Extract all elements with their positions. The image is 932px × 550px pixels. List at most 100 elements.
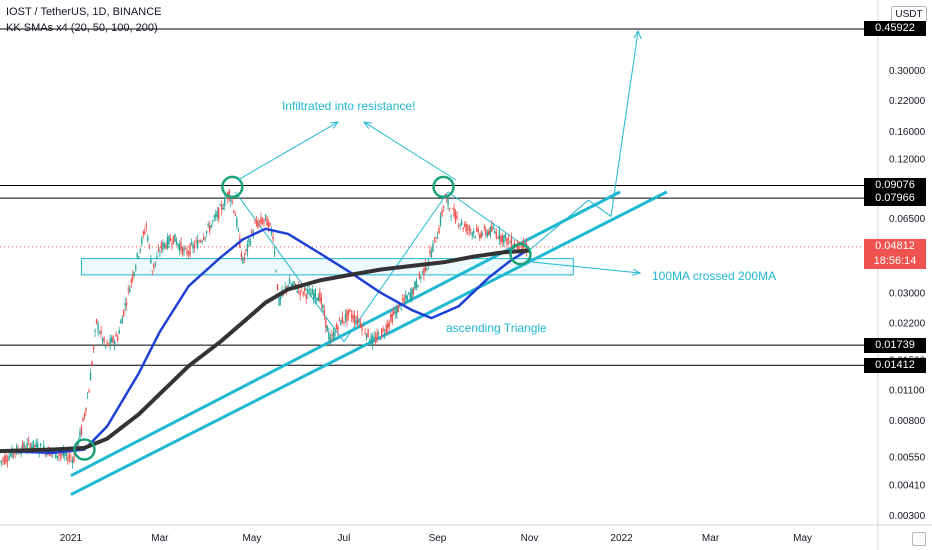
candle-body — [409, 292, 412, 300]
candle-body — [397, 305, 399, 313]
candle-body — [474, 236, 476, 238]
candle-body — [148, 244, 151, 246]
currency-badge[interactable]: USDT — [891, 6, 927, 23]
y-tick-label: 0.00300 — [889, 511, 926, 522]
highlight-circle — [73, 438, 96, 461]
candle-body — [29, 444, 31, 451]
candle-body — [454, 211, 457, 223]
candle-body — [184, 248, 187, 249]
candle-body — [196, 239, 199, 249]
candle-body — [160, 242, 163, 249]
candle-body — [491, 225, 493, 232]
candle-body — [350, 315, 353, 319]
candle-body — [352, 314, 354, 320]
candle-body — [233, 210, 235, 213]
candle-body — [6, 460, 9, 462]
annotation-arrow-right — [363, 121, 457, 181]
candle-body — [411, 288, 413, 299]
candle-body — [129, 288, 131, 293]
candle-body — [219, 205, 221, 206]
candle-body — [447, 199, 449, 206]
candle-body — [0, 460, 3, 462]
candle-body — [248, 239, 250, 242]
candle-body — [267, 221, 270, 231]
candle-body — [334, 331, 336, 337]
candle-body — [380, 328, 383, 338]
candle-body — [418, 273, 421, 279]
candle-body — [373, 336, 375, 338]
x-tick-label: Mar — [151, 533, 169, 544]
candle-body — [405, 294, 407, 299]
candle-body — [466, 228, 469, 230]
candle-body — [291, 283, 294, 287]
candle-body — [463, 224, 466, 227]
candle-body — [113, 340, 116, 345]
x-tick-label: Mar — [702, 533, 720, 544]
candle-body — [145, 224, 148, 227]
indicator-legend[interactable]: KK SMAs x4 (20, 50, 100, 200) — [6, 22, 158, 34]
candle-body — [86, 396, 89, 399]
annotation-infiltrated: Infiltrated into resistance! — [282, 99, 415, 113]
candle-body — [359, 322, 362, 327]
candle-body — [201, 241, 203, 242]
candle-body — [249, 241, 252, 245]
candle-body — [35, 442, 37, 448]
candle-body — [68, 455, 71, 459]
candle-body — [469, 229, 472, 232]
candle-body — [225, 197, 227, 199]
candle-body — [479, 234, 481, 239]
candle-body — [166, 236, 169, 249]
candle-body — [338, 317, 341, 319]
candle-body — [365, 333, 368, 338]
candle-body — [207, 224, 209, 226]
candle-body — [126, 302, 128, 305]
candle-body — [420, 276, 422, 279]
candle-body — [171, 243, 173, 245]
candle-body — [402, 297, 404, 302]
candle-body — [326, 325, 329, 332]
candle-body — [364, 332, 366, 334]
candle-body — [110, 337, 113, 343]
candle-body — [178, 244, 181, 252]
candle-body — [329, 337, 332, 344]
candle-body — [459, 224, 461, 226]
candle-body — [482, 234, 484, 235]
y-tick-label: 0.00550 — [889, 452, 926, 463]
candle-body — [144, 231, 146, 234]
candle-body — [136, 252, 138, 258]
candle-body — [400, 308, 402, 310]
candle-body — [362, 324, 365, 327]
candle-body — [284, 287, 286, 288]
candle-body — [349, 309, 351, 312]
candle-body — [263, 220, 265, 222]
candle-body — [304, 288, 306, 292]
annotation-arrow-ma — [531, 261, 641, 274]
candle-body — [204, 237, 206, 239]
candle-body — [432, 243, 434, 252]
annotation-arrow-left — [237, 121, 339, 181]
candle-body — [485, 229, 487, 235]
candle-body — [429, 250, 431, 253]
settings-corner-icon[interactable] — [912, 532, 926, 546]
candle-body — [498, 230, 501, 240]
candle-body — [462, 227, 464, 230]
candle-body — [215, 214, 217, 217]
candle-body — [341, 316, 344, 324]
candle-body — [257, 222, 259, 228]
candle-body — [436, 236, 439, 239]
candle-body — [97, 324, 99, 331]
candle-body — [325, 318, 327, 328]
candle-body — [314, 289, 316, 299]
candle-body — [377, 332, 380, 334]
candle-body — [169, 238, 172, 242]
candle-body — [61, 453, 63, 455]
candle-body — [123, 309, 125, 317]
price-tag: 0.04812 — [864, 239, 926, 255]
candle-body — [251, 230, 253, 234]
candle-body — [237, 228, 240, 232]
candle-body — [287, 285, 289, 287]
candle-body — [14, 452, 16, 454]
candle-body — [116, 337, 119, 341]
candle-body — [230, 199, 232, 202]
